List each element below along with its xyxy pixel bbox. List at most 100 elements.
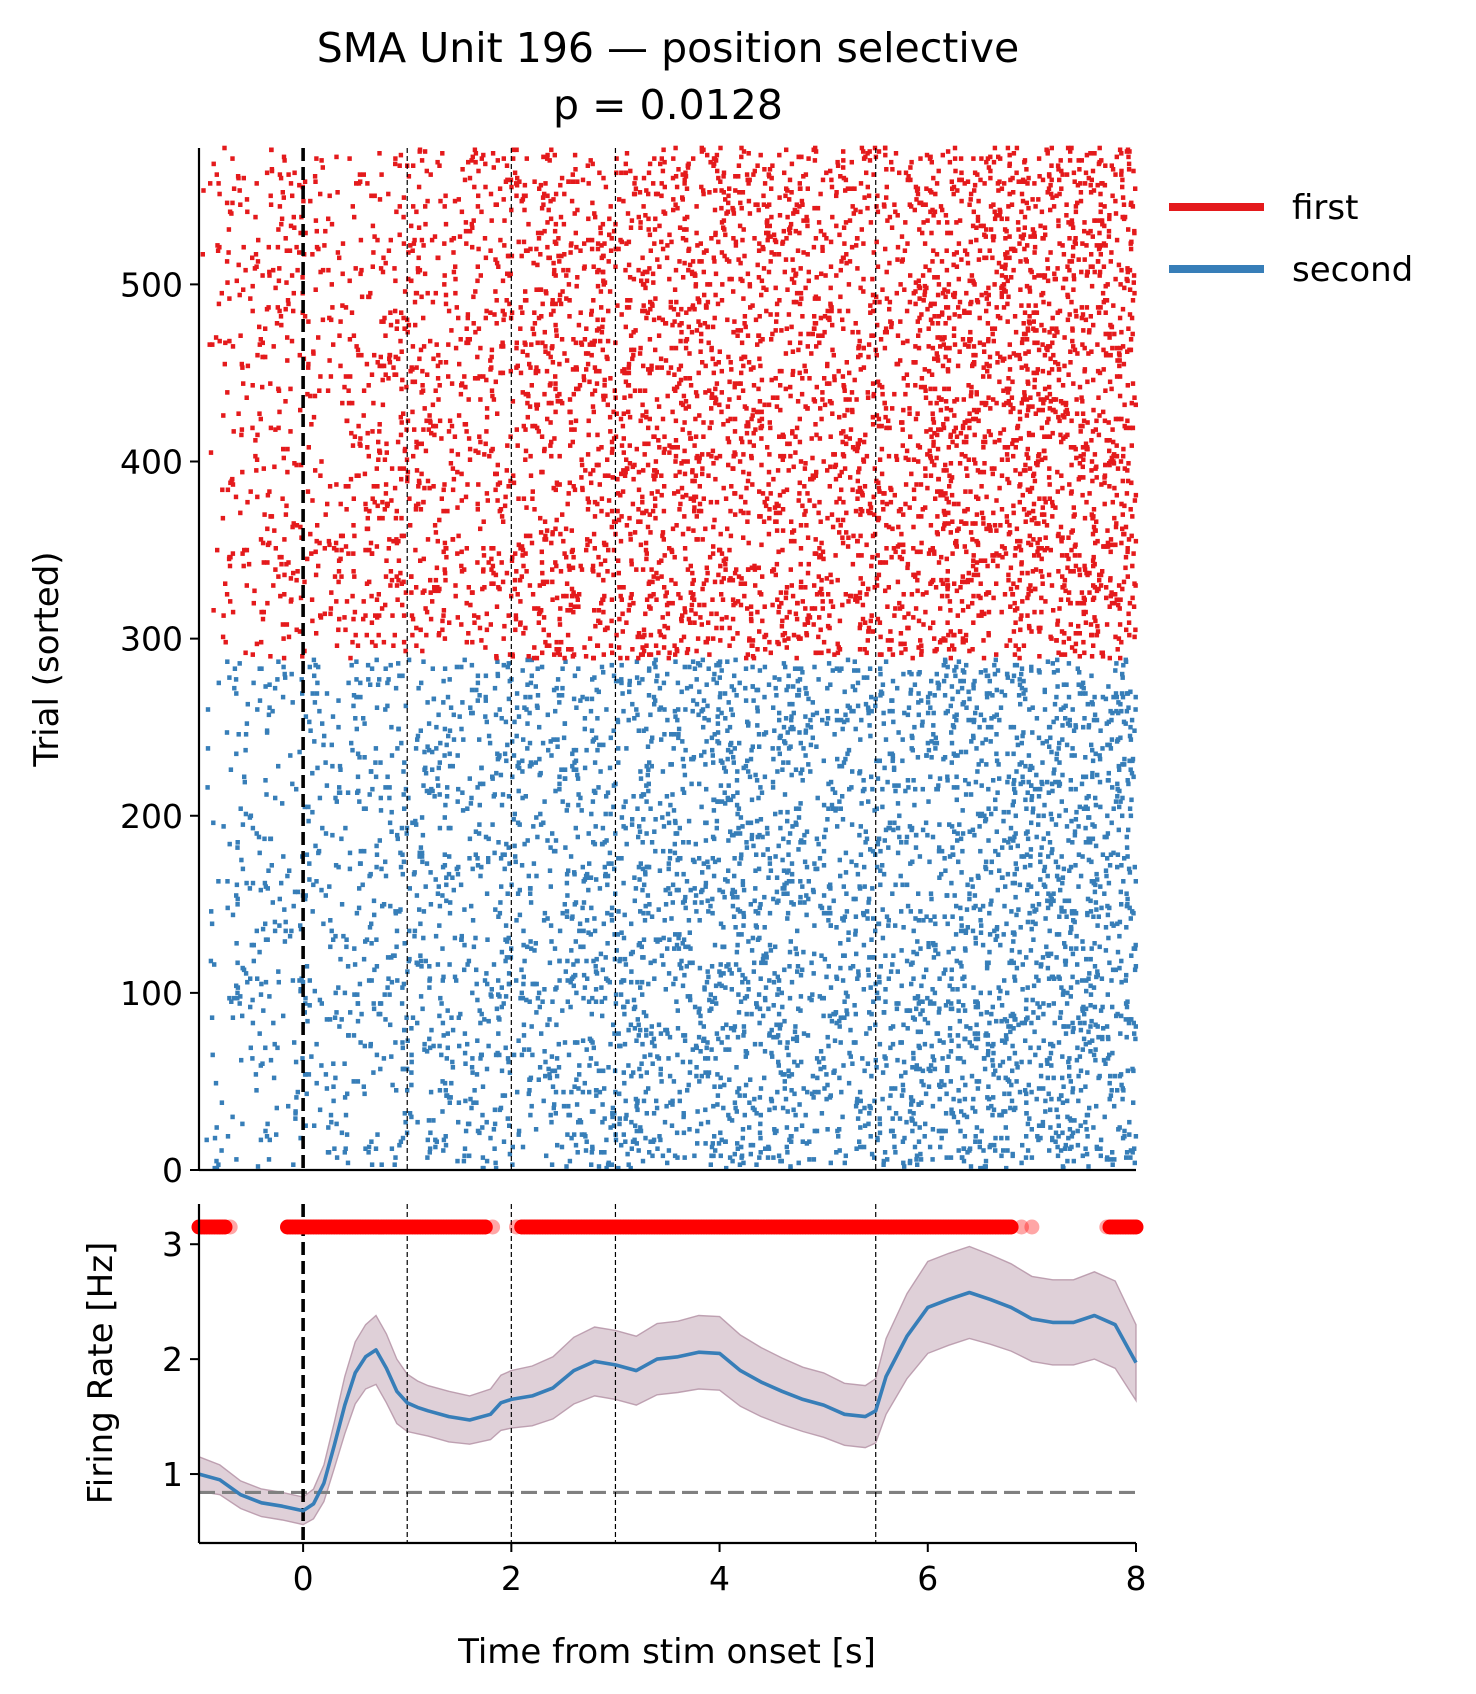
spike-tick (542, 1049, 547, 1054)
spike-tick (467, 776, 472, 781)
spike-tick (321, 921, 326, 927)
spike-tick (1063, 1031, 1069, 1036)
spike-tick (746, 987, 751, 992)
spike-tick (565, 978, 570, 983)
spike-tick (705, 1119, 711, 1125)
spike-tick (1093, 900, 1099, 905)
spike-tick (699, 804, 704, 810)
spike-tick (1090, 747, 1095, 753)
spike-tick (974, 1022, 979, 1028)
spike-tick (814, 744, 819, 749)
spike-tick (644, 1070, 649, 1075)
spike-tick (626, 717, 631, 723)
spike-tick (377, 613, 382, 618)
spike-tick (402, 1027, 407, 1033)
spike-tick (866, 1121, 871, 1127)
spike-tick (895, 1057, 900, 1063)
spike-tick (798, 879, 803, 884)
spike-tick (573, 1142, 579, 1148)
spike-tick (307, 861, 312, 866)
spike-tick (810, 992, 815, 997)
spike-tick (516, 1038, 521, 1043)
spike-tick (575, 958, 580, 964)
spike-tick (945, 1068, 950, 1074)
spike-tick (704, 682, 709, 687)
spike-tick (734, 693, 739, 698)
spike-tick (649, 1024, 654, 1029)
spike-tick (757, 744, 762, 749)
spike-tick (712, 859, 718, 865)
spike-tick (372, 912, 377, 918)
spike-tick (557, 978, 562, 983)
spike-tick (638, 985, 643, 990)
spike-tick (1068, 864, 1074, 870)
spike-tick (1076, 682, 1081, 687)
spike-tick (999, 689, 1004, 695)
spike-tick (363, 613, 368, 618)
spike-tick (662, 623, 667, 629)
spike-tick (654, 1098, 659, 1104)
spike-tick (1013, 894, 1018, 900)
spike-tick (837, 857, 842, 863)
spike-tick (677, 932, 682, 937)
spike-tick (1108, 746, 1114, 751)
spike-tick (641, 937, 647, 942)
spike-tick (615, 717, 620, 723)
spike-tick (604, 838, 609, 843)
spike-tick (942, 755, 948, 760)
spike-tick (441, 608, 447, 613)
spike-tick (662, 634, 667, 640)
spike-tick (243, 732, 249, 737)
spike-tick (913, 786, 918, 792)
spike-tick (553, 838, 559, 843)
spike-tick (255, 707, 260, 712)
spike-tick (300, 654, 305, 659)
spike-tick (595, 716, 600, 721)
spike-tick (789, 724, 795, 730)
spike-tick (791, 1036, 796, 1042)
spike-tick (495, 1050, 500, 1056)
spike-tick (1091, 717, 1097, 723)
spike-tick (978, 1165, 983, 1171)
spike-tick (587, 861, 592, 866)
spike-tick (707, 997, 712, 1003)
spike-tick (1105, 903, 1110, 909)
spike-tick (1070, 1089, 1075, 1095)
spike-tick (1051, 770, 1056, 776)
spike-tick (444, 1056, 449, 1061)
spike-tick (984, 1031, 989, 1036)
spike-tick (570, 763, 575, 769)
spike-tick (967, 896, 972, 902)
spike-tick (532, 645, 537, 650)
spike-tick (1064, 914, 1069, 919)
spike-tick (1063, 703, 1068, 709)
spike-tick (890, 652, 896, 657)
spike-tick (425, 1137, 430, 1143)
spike-tick (462, 907, 467, 912)
spike-tick (794, 1034, 800, 1040)
spike-tick (209, 909, 214, 914)
spike-tick (1014, 735, 1020, 741)
spike-tick (885, 604, 890, 609)
spike-tick (1083, 620, 1089, 625)
spike-tick (312, 988, 317, 994)
spike-tick (863, 620, 868, 625)
spike-tick (528, 1112, 533, 1118)
spike-tick (275, 677, 280, 682)
spike-tick (283, 928, 288, 934)
spike-tick (755, 647, 760, 652)
spike-tick (939, 593, 945, 599)
spike-tick (794, 1038, 800, 1043)
spike-tick (1092, 712, 1098, 718)
spike-tick (277, 923, 282, 928)
spike-tick (727, 1047, 732, 1052)
spike-tick (1011, 781, 1016, 787)
spike-tick (462, 942, 467, 948)
spike-tick (958, 749, 964, 755)
spike-tick (447, 620, 452, 625)
spike-tick (986, 1049, 991, 1054)
spike-tick (520, 995, 526, 1001)
spike-tick (999, 1153, 1004, 1159)
spike-tick (1087, 971, 1092, 976)
spike-tick (331, 1098, 336, 1104)
